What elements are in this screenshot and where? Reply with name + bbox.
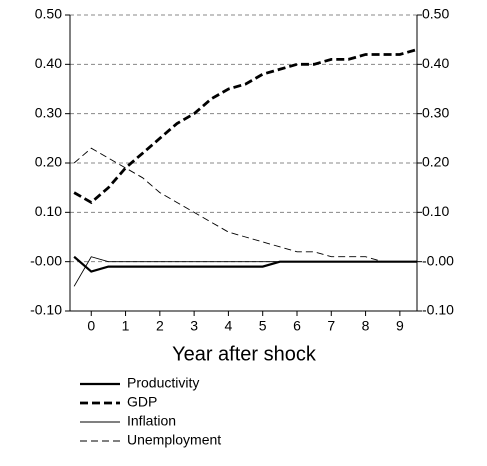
y2-tick-label: -0.00 [422, 252, 454, 268]
legend-label: Productivity [127, 375, 199, 391]
legend-label: Unemployment [127, 432, 221, 448]
legend-label: GDP [127, 394, 157, 410]
series-line [73, 48, 418, 205]
y2-tick-label: 0.10 [422, 203, 449, 219]
y-tick-label: 0.50 [35, 6, 62, 22]
y-tick-label: -0.10 [30, 302, 62, 318]
x-tick-label: 8 [362, 318, 370, 334]
x-tick-label: 5 [259, 318, 267, 334]
legend-label: Inflation [127, 413, 176, 429]
series-line [73, 256, 417, 287]
y-tick-label: 0.30 [35, 104, 62, 120]
y-tick-label: 0.10 [35, 203, 62, 219]
y2-tick-label: 0.20 [422, 154, 449, 170]
y2-tick-label: 0.50 [422, 6, 449, 22]
x-tick-label: 7 [327, 318, 335, 334]
y-tick-label: 0.20 [35, 154, 62, 170]
y2-tick-label: -0.10 [422, 302, 454, 318]
y-tick-label: -0.00 [30, 252, 62, 268]
x-axis-title: Year after shock [172, 343, 317, 365]
x-tick-label: 3 [190, 318, 198, 334]
x-tick-label: 4 [225, 318, 233, 334]
y2-tick-label: 0.40 [422, 55, 449, 71]
series-line [73, 255, 417, 273]
y-tick-label: 0.40 [35, 55, 62, 71]
x-tick-label: 9 [396, 318, 404, 334]
x-tick-label: 6 [293, 318, 301, 334]
x-tick-label: 2 [156, 318, 164, 334]
x-tick-label: 0 [87, 318, 95, 334]
y2-tick-label: 0.30 [422, 104, 449, 120]
x-tick-label: 1 [122, 318, 130, 334]
series-line [73, 147, 417, 263]
